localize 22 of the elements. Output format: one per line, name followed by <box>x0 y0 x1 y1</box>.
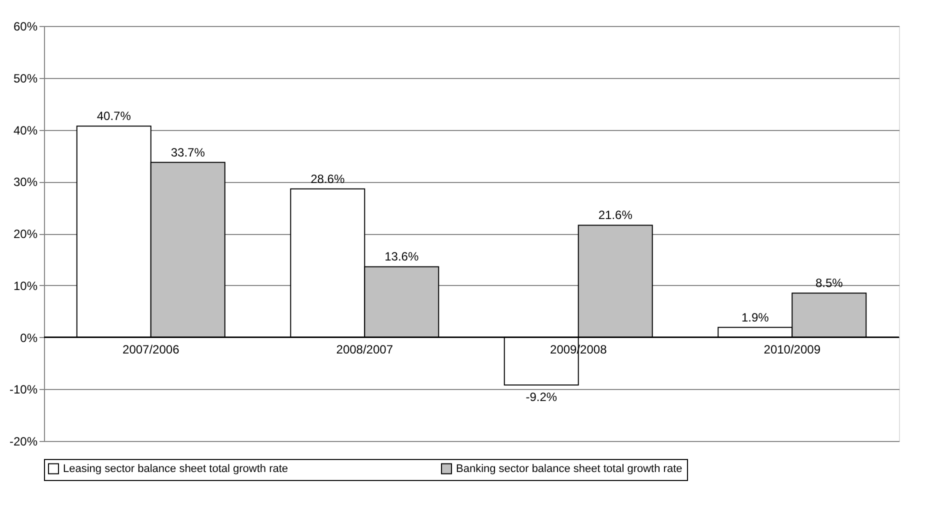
x-tick-label: 2007/2006 <box>122 342 180 356</box>
y-tick-label: 0% <box>20 330 38 345</box>
y-tick-label: 60% <box>13 20 38 34</box>
y-tick-label: 10% <box>13 278 38 293</box>
legend-label: Leasing sector balance sheet total growth rate <box>63 462 288 475</box>
y-tick-label: 40% <box>13 123 38 138</box>
y-tick-label: 30% <box>13 175 38 190</box>
data-label: 28.6% <box>310 172 345 186</box>
data-label: -9.2% <box>526 390 558 404</box>
data-label: 13.6% <box>384 250 419 264</box>
data-label: 1.9% <box>741 310 770 324</box>
data-label: 21.6% <box>598 208 633 222</box>
data-label: 33.7% <box>170 145 206 160</box>
y-tick-label: -10% <box>9 382 38 397</box>
data-label: 8.5% <box>815 276 844 290</box>
data-label: 40.7% <box>96 109 132 124</box>
legend-label: Banking sector balance sheet total growth rate <box>456 462 682 475</box>
x-tick-label: 2008/2007 <box>336 342 394 356</box>
y-tick-label: -20% <box>9 434 38 448</box>
x-tick-label: 2010/2009 <box>764 342 821 356</box>
y-tick-label: 20% <box>13 227 38 241</box>
y-tick-label: 50% <box>13 71 38 86</box>
